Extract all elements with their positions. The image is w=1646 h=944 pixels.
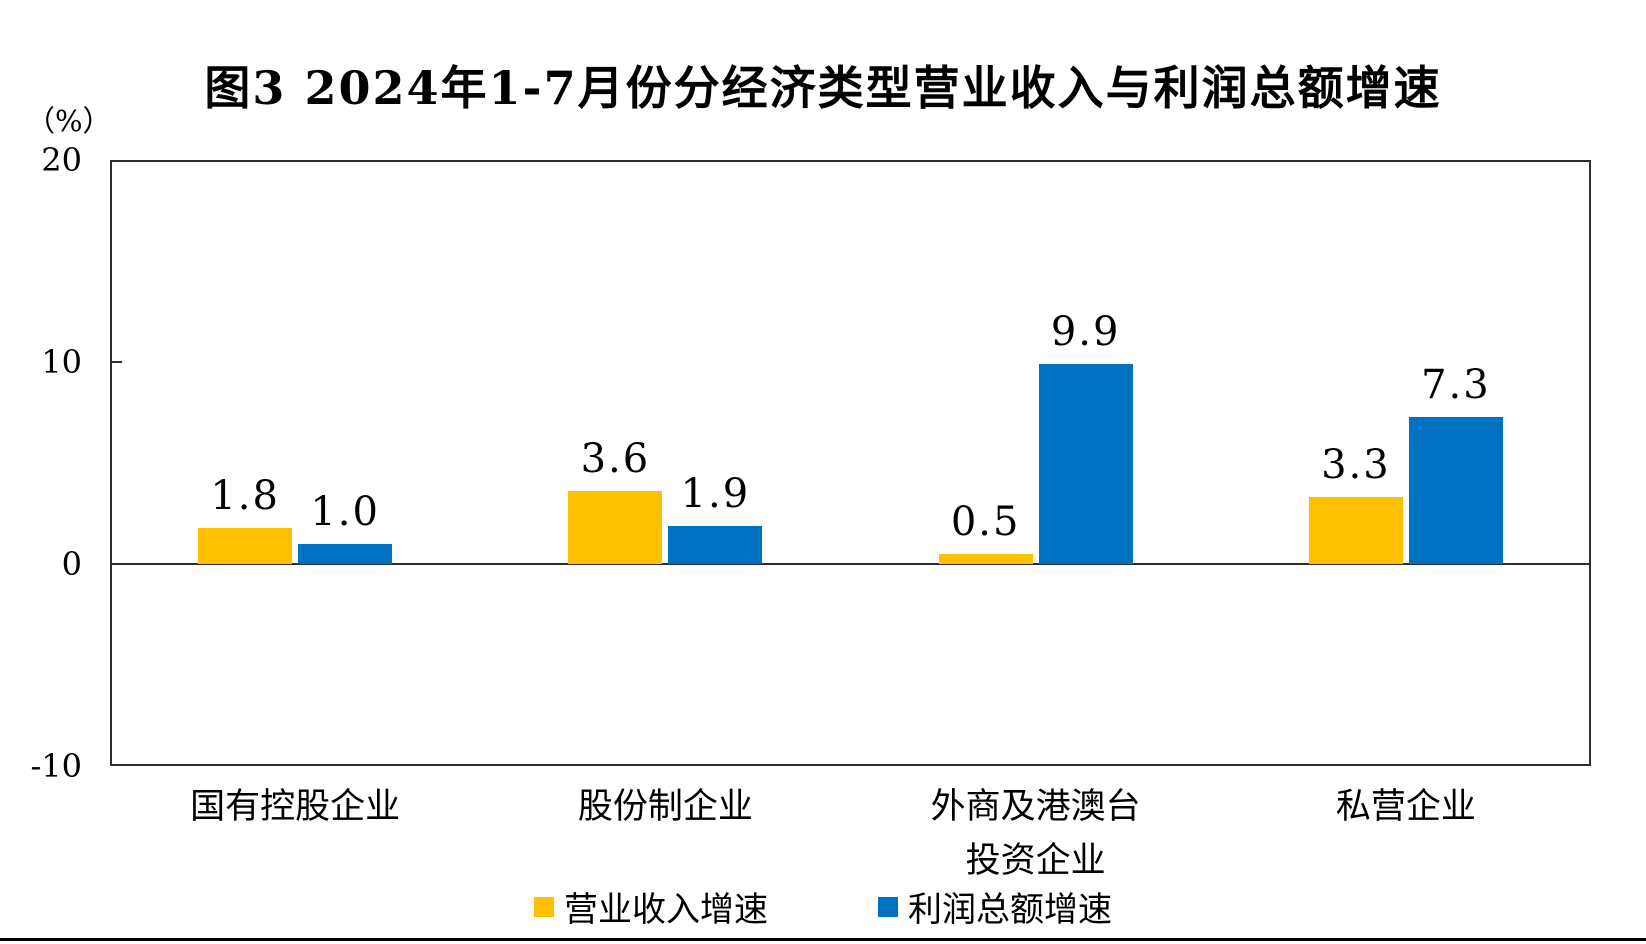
legend-swatch-icon	[534, 896, 554, 917]
bar-profit-group3	[1038, 364, 1133, 564]
legend-label: 营业收入增速	[564, 890, 768, 930]
value-label: 1.0	[310, 488, 380, 535]
category-label: 股份制企业	[577, 787, 753, 827]
category-label: 外商及港澳台 投资企业	[930, 787, 1141, 882]
bar-profit-group1	[298, 543, 393, 564]
legend-label: 利润总额增速	[908, 890, 1112, 930]
y-tick-mark	[112, 563, 122, 565]
zero-axis-line	[110, 563, 1591, 565]
value-label: 1.9	[680, 470, 751, 517]
category-label: 私营企业	[1335, 787, 1476, 827]
value-label: 1.8	[210, 472, 280, 519]
bar-revenue-group3	[938, 553, 1033, 564]
bar-profit-group2	[668, 525, 763, 564]
legend-entry: 营业收入增速	[534, 882, 768, 931]
bar-revenue-group2	[568, 491, 663, 564]
bar-profit-group4	[1408, 416, 1503, 564]
value-label: 7.3	[1421, 361, 1491, 408]
legend: 营业收入增速 利润总额增速	[0, 882, 1646, 931]
bar-revenue-group4	[1308, 497, 1403, 564]
category-label: 国有控股企业	[190, 787, 401, 827]
value-label: 3.6	[580, 436, 651, 483]
bottom-divider-line	[0, 938, 1646, 941]
value-label: 9.9	[1050, 309, 1121, 356]
bar-revenue-group1	[198, 527, 293, 564]
chart-title: 图3 2024年1-7月份分经济类型营业收入与利润总额增速	[204, 61, 1442, 115]
legend-entry: 利润总额增速	[878, 882, 1112, 931]
y-tick-label: -10	[30, 747, 82, 785]
y-tick-label: 0	[61, 545, 82, 583]
plot-area	[110, 160, 1591, 766]
y-tick-mark	[112, 361, 122, 363]
legend-swatch-icon	[878, 896, 898, 917]
y-tick-label: 20	[41, 141, 82, 179]
value-label: 3.3	[1321, 442, 1391, 489]
y-axis-unit-label: （%）	[26, 104, 112, 138]
y-tick-label: 10	[41, 343, 82, 381]
value-label: 0.5	[950, 498, 1021, 545]
